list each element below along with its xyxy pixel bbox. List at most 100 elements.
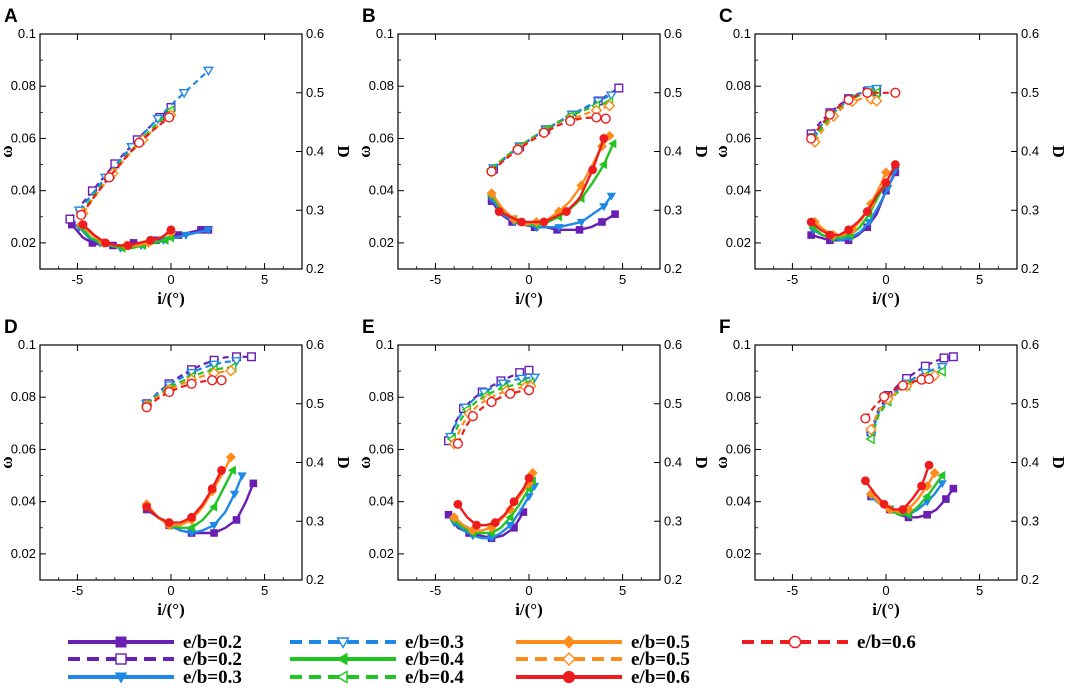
d-point	[486, 396, 497, 408]
omega-point	[825, 230, 835, 240]
legend-item: e/b=0.6	[742, 632, 916, 653]
d-point	[208, 360, 220, 371]
panel-label: B	[362, 6, 376, 27]
x-tick-label: 5	[976, 272, 983, 287]
y-left-tick-label: 0.06	[11, 441, 36, 456]
legend-item: e/b=0.2	[68, 632, 242, 653]
y-left-axis-label: ω	[355, 145, 374, 157]
d-point	[216, 375, 227, 386]
d-point	[920, 361, 930, 371]
y-left-axis-label: ω	[712, 456, 731, 468]
omega-line	[498, 137, 606, 224]
panel-b: B -5 0 5 0.02 0.04 0.06 0.08 0.1 0.2 0.3 0.4 0.5 0.6 i…	[355, 6, 711, 308]
d-point	[860, 413, 871, 424]
legend-item: e/b=0.4	[290, 667, 464, 688]
y-left-axis-label: ω	[0, 456, 16, 468]
legend-item: e/b=0.4	[290, 649, 464, 670]
legend-label: e/b=0.4	[405, 649, 464, 670]
omega-point	[922, 491, 931, 502]
legend-marker	[336, 637, 350, 649]
d-point	[806, 133, 817, 144]
x-tick-label: 0	[525, 272, 532, 287]
omega-point	[898, 505, 908, 514]
y-right-tick-label: 0.4	[1021, 144, 1039, 159]
y-right-tick-label: 0.2	[306, 572, 324, 587]
omega-point	[929, 467, 940, 478]
x-tick-label: 5	[976, 583, 983, 598]
y-left-tick-label: 0.1	[18, 26, 36, 41]
panel-c: C -5 0 5 0.02 0.04 0.06 0.08 0.1 0.2 0.3 0.4 0.5 0.6 i…	[712, 6, 1068, 308]
legend-marker	[788, 635, 802, 649]
y-left-axis-label: ω	[355, 456, 374, 468]
y-left-tick-label: 0.08	[726, 389, 751, 404]
y-left-tick-label: 0.06	[11, 130, 36, 145]
legend-marker	[114, 672, 128, 684]
omega-point	[924, 460, 934, 470]
y-right-tick-label: 0.5	[306, 85, 324, 100]
d-point	[178, 89, 190, 99]
omega-point	[166, 225, 176, 235]
d-point	[230, 357, 243, 367]
panel-label: E	[362, 317, 375, 338]
panel-f: F -5 0 5 0.02 0.04 0.06 0.08 0.1 0.2 0.3 0.4 0.5 0.6 i…	[712, 317, 1068, 619]
omega-point	[923, 510, 931, 519]
omega-point	[539, 217, 549, 227]
y-right-tick-label: 0.5	[1021, 396, 1039, 411]
omega-point	[186, 523, 195, 533]
omega-point	[210, 529, 218, 537]
x-tick-label: -5	[72, 583, 84, 598]
d-point	[614, 83, 624, 93]
legend-item: e/b=0.5	[516, 649, 690, 670]
d-point	[76, 209, 87, 221]
d-point	[164, 112, 175, 123]
y-left-tick-label: 0.1	[18, 337, 36, 352]
omega-point	[588, 165, 598, 175]
omega-point	[209, 502, 218, 512]
legend-label: e/b=0.6	[631, 667, 690, 688]
y-left-tick-label: 0.06	[369, 130, 394, 145]
legend-marker	[336, 670, 348, 684]
y-left-tick-label: 0.1	[376, 337, 394, 352]
y-right-tick-label: 0.3	[664, 513, 682, 528]
panel-d: D -5 0 5 0.02 0.04 0.06 0.08 0.1 0.2 0.3 0.4 0.5 0.6 i…	[0, 317, 353, 619]
omega-point	[604, 130, 615, 141]
omega-point	[237, 472, 247, 481]
d-point	[936, 365, 946, 377]
omega-point	[862, 207, 872, 216]
y-left-tick-label: 0.1	[733, 337, 751, 352]
omega-point	[181, 231, 191, 240]
omega-point	[517, 217, 526, 227]
d-point	[843, 94, 854, 105]
d-point	[467, 410, 478, 422]
y-left-tick-label: 0.06	[726, 441, 751, 456]
omega-point	[505, 512, 514, 523]
d-series-e0-3	[444, 373, 541, 443]
y-right-axis-label: D	[1049, 456, 1068, 468]
d-point	[565, 115, 576, 127]
omega-point	[524, 473, 534, 483]
y-left-tick-label: 0.02	[11, 546, 36, 561]
x-tick-label: 0	[167, 583, 174, 598]
omega-point	[949, 484, 958, 493]
omega-point	[490, 518, 500, 527]
d-line	[864, 378, 930, 420]
omega-point	[890, 160, 900, 169]
legend-marker	[115, 653, 127, 665]
omega-point	[494, 207, 504, 216]
y-right-tick-label: 0.3	[306, 202, 324, 217]
y-left-tick-label: 0.02	[369, 235, 394, 250]
d-point	[207, 375, 218, 386]
x-tick-label: -5	[787, 272, 799, 287]
x-tick-label: 0	[525, 583, 532, 598]
omega-point	[225, 452, 236, 463]
omega-point	[142, 502, 152, 512]
y-right-tick-label: 0.2	[306, 261, 324, 276]
d-series-e0-6	[486, 112, 611, 177]
omega-point	[611, 210, 619, 218]
d-point	[186, 378, 197, 389]
omega-point	[123, 241, 133, 250]
omega-point	[937, 470, 946, 481]
y-left-tick-label: 0.1	[733, 26, 751, 41]
y-left-tick-label: 0.04	[726, 494, 751, 509]
legend-marker	[562, 652, 576, 666]
